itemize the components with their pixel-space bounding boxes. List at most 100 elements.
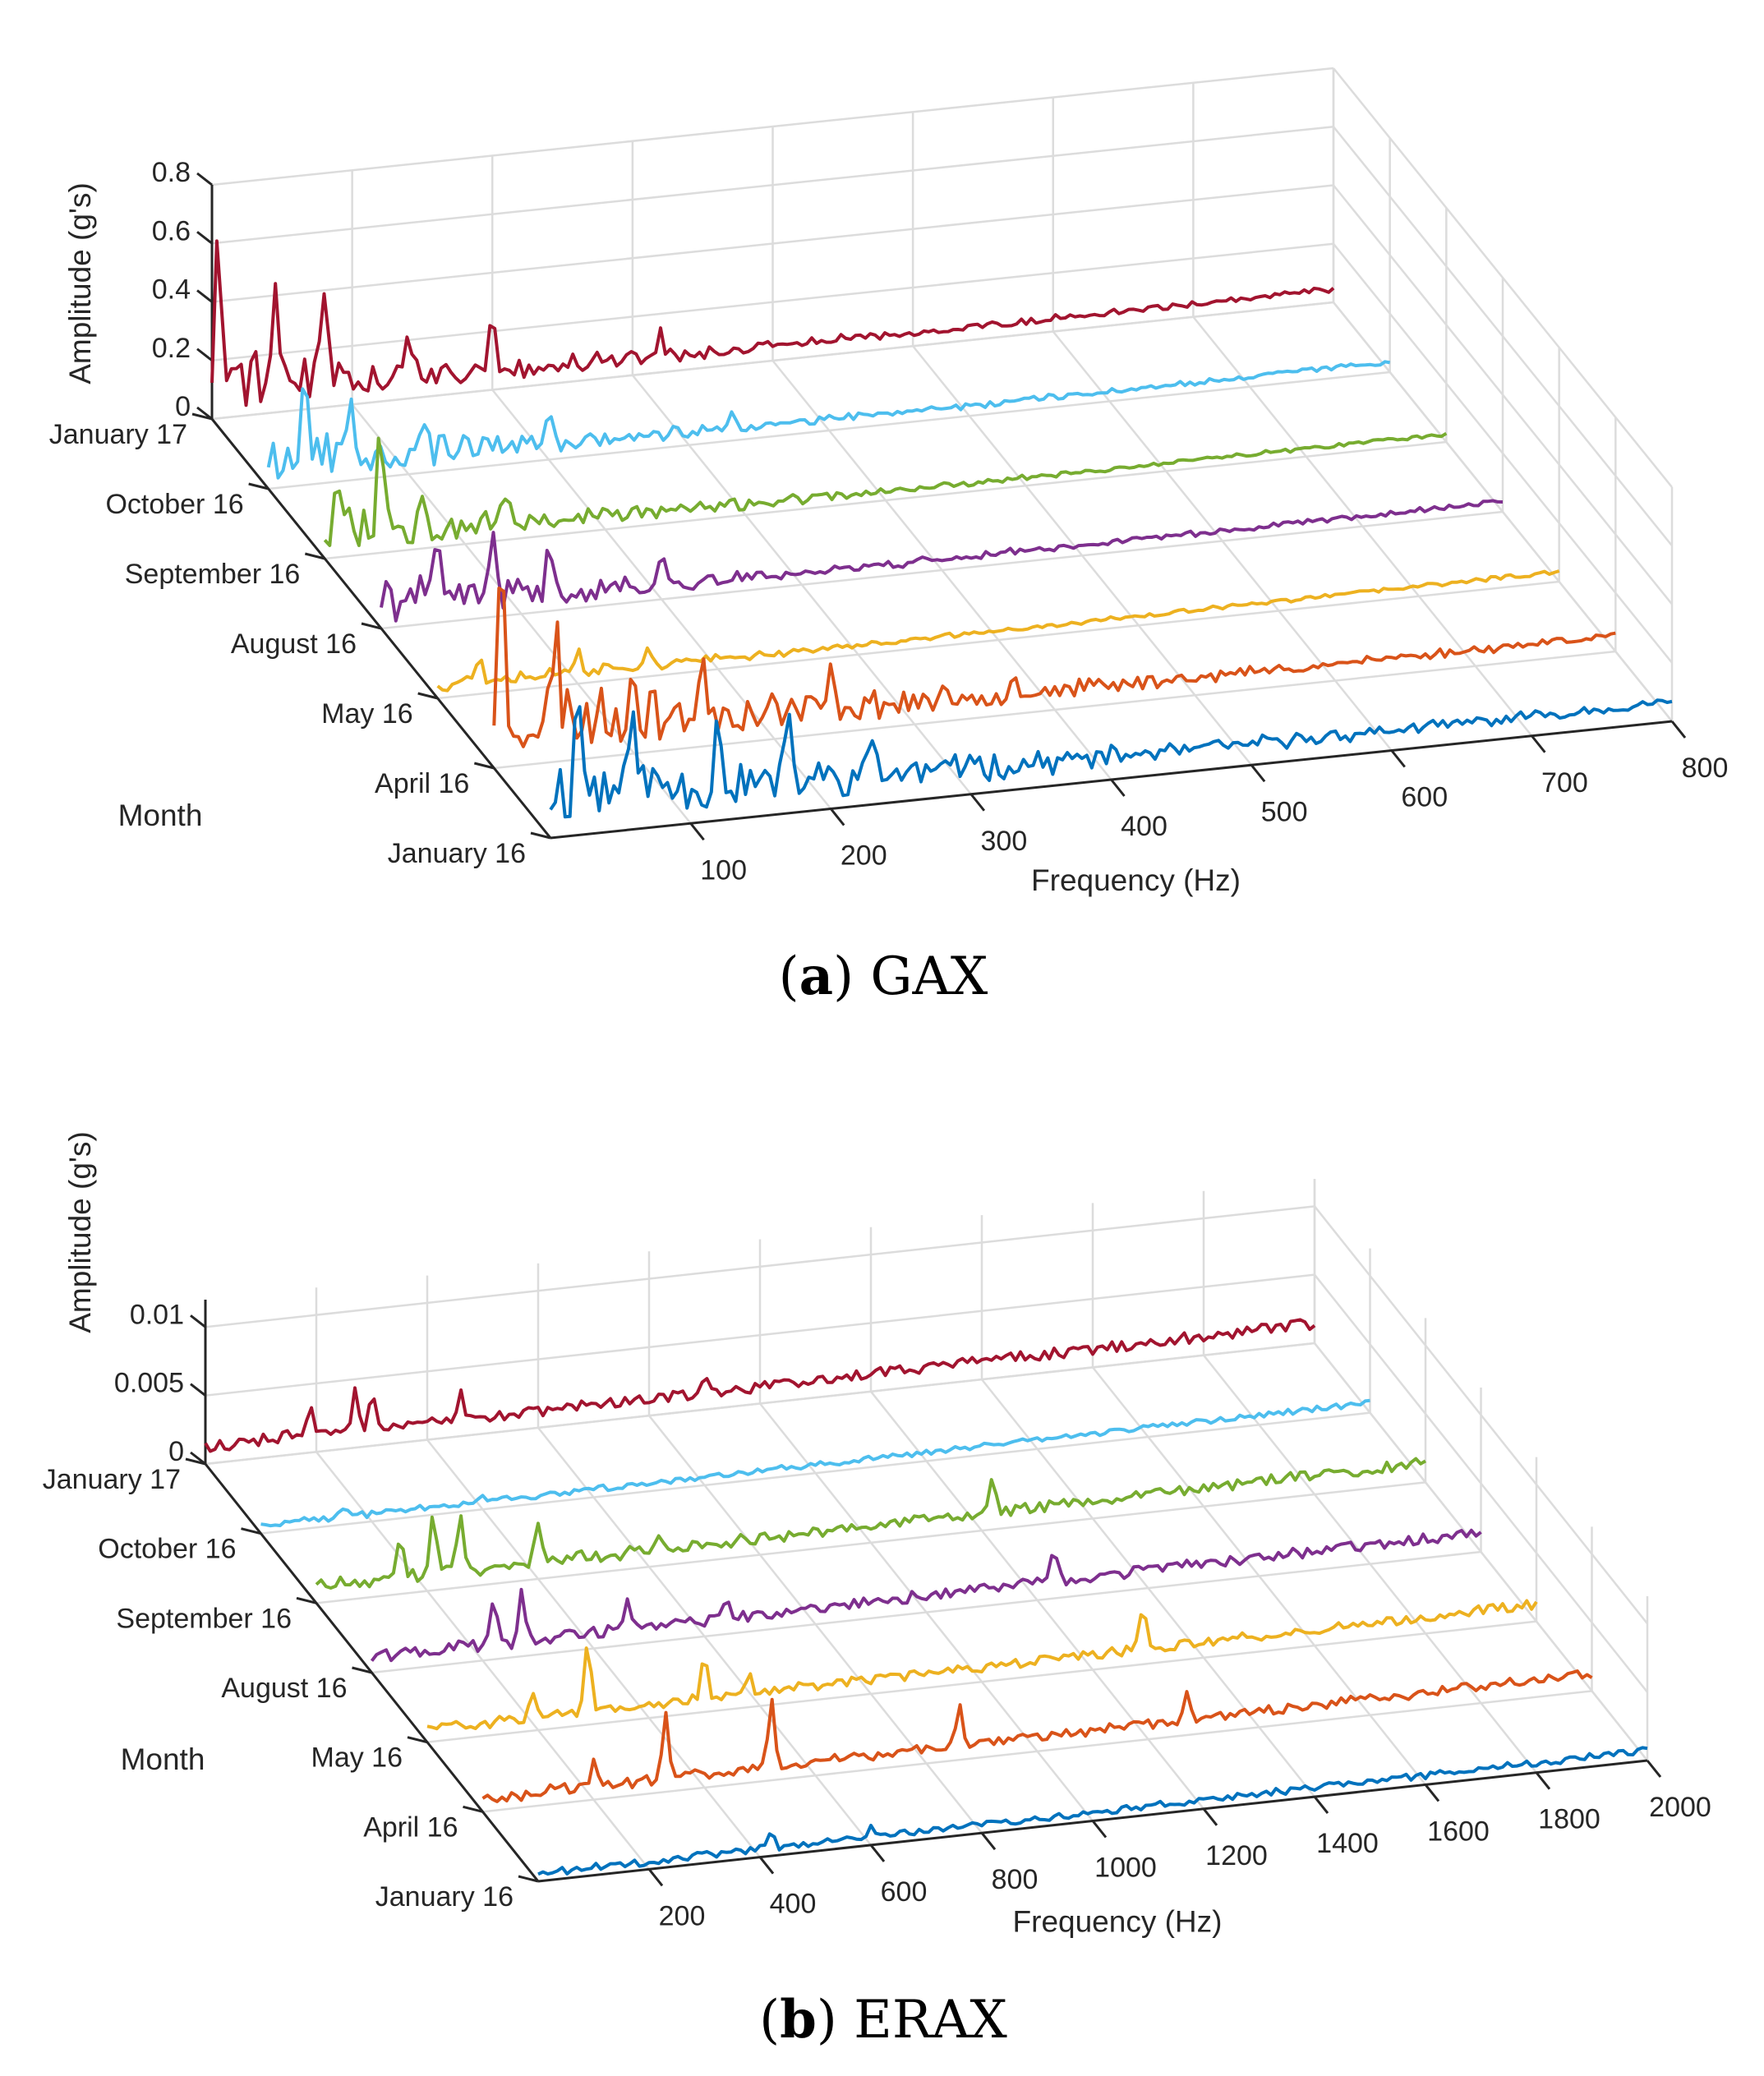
back-wall-grid-line xyxy=(211,184,1334,303)
x-tick-label: 400 xyxy=(1121,811,1168,842)
caption-title: GAX xyxy=(870,946,988,1007)
x-tick-mark xyxy=(869,1844,886,1862)
month-tick-label: May 16 xyxy=(311,1742,403,1774)
month-tick-mark xyxy=(296,1596,317,1604)
month-tick-label: January 17 xyxy=(43,1464,181,1495)
x-tick-label: 800 xyxy=(992,1864,1039,1895)
floor-grid-line xyxy=(426,1620,1537,1743)
x-tick-label: 600 xyxy=(881,1876,928,1908)
x-tick-label: 700 xyxy=(1541,767,1588,799)
month-tick-label: September 16 xyxy=(116,1603,292,1634)
month-tick-label: October 16 xyxy=(105,489,243,520)
month-tick-mark xyxy=(407,1736,428,1744)
z-tick-label: 0.01 xyxy=(130,1299,184,1330)
x-tick-label: 1400 xyxy=(1316,1828,1379,1859)
caption-title: ERAX xyxy=(854,1990,1007,2051)
month-tick-mark xyxy=(473,762,495,770)
tick-labels: 100 200 300 400 500 600 700 800 January 16 April … xyxy=(49,157,1729,886)
month-tick-label: October 16 xyxy=(98,1534,236,1565)
side-wall-grid-line xyxy=(1314,1342,1648,1761)
z-axis-label: Amplitude (g's) xyxy=(63,182,97,384)
month-tick-mark xyxy=(352,1666,372,1674)
tick-labels: 200 400 600 800 1000 1200 1400 1600 1800 2000 Janu… xyxy=(43,1299,1711,1931)
x-tick-mark xyxy=(647,1868,664,1887)
series-line-may-16 xyxy=(436,569,1560,693)
x-tick-mark xyxy=(1110,779,1126,797)
x-tick-mark xyxy=(1091,1820,1108,1839)
series-line-april-16 xyxy=(481,1669,1593,1803)
side-wall-grid-line xyxy=(1333,242,1673,664)
month-tick-label: August 16 xyxy=(231,628,357,660)
x-tick-mark xyxy=(1531,734,1546,753)
side-wall-grid-line xyxy=(1333,302,1673,722)
month-tick-mark xyxy=(417,692,439,700)
series-line-january-16 xyxy=(549,698,1673,819)
series-line-october-16 xyxy=(266,360,1391,480)
x-tick-label: 400 xyxy=(770,1889,817,1920)
x-tick-mark xyxy=(1670,720,1687,739)
z-tick-mark xyxy=(196,348,213,361)
month-tick-mark xyxy=(463,1805,483,1813)
floor-grid-line xyxy=(494,650,1616,770)
month-axis-label: Month xyxy=(121,1742,205,1776)
z-tick-mark xyxy=(196,406,213,421)
caption-letter: b xyxy=(780,1989,817,2051)
floor-grid-line xyxy=(260,1411,1370,1535)
axes xyxy=(210,185,1673,840)
z-tick-label: 0 xyxy=(175,391,191,422)
series-line-september-16 xyxy=(323,431,1448,547)
x-tick-mark xyxy=(1646,1760,1662,1778)
z-tick-mark xyxy=(196,289,213,303)
x-tick-label: 500 xyxy=(1261,796,1308,827)
x-tick-mark xyxy=(980,1832,997,1851)
panel-erax: 200 400 600 800 1000 1200 1400 1600 1800 2000 Janu… xyxy=(0,1043,1764,2076)
panel-caption: (b) ERAX xyxy=(759,1989,1007,2051)
floor-grid-line xyxy=(437,580,1559,700)
back-wall-grid-line xyxy=(205,1205,1315,1328)
series-lines xyxy=(204,1318,1648,1876)
floor-grid-line xyxy=(315,1481,1426,1604)
x-tick-label: 800 xyxy=(1682,753,1729,784)
side-wall-grid-line xyxy=(1333,67,1673,488)
month-tick-mark xyxy=(530,831,551,840)
x-tick-label: 600 xyxy=(1401,782,1448,813)
back-wall-grid-line xyxy=(205,1273,1315,1397)
x-tick-label: 300 xyxy=(981,826,1028,857)
x-axis-label: Frequency (Hz) xyxy=(1013,1905,1223,1939)
series-line-september-16 xyxy=(315,1457,1426,1590)
series-line-august-16 xyxy=(380,499,1504,623)
x-tick-label: 1200 xyxy=(1205,1840,1268,1871)
x-tick-mark xyxy=(1424,1784,1440,1802)
month-tick-mark xyxy=(361,622,382,630)
axes xyxy=(204,1300,1648,1883)
x-tick-label: 100 xyxy=(700,854,747,886)
side-wall-grid-line xyxy=(1333,184,1673,605)
series-line-august-16 xyxy=(370,1528,1482,1663)
back-wall-grid-line xyxy=(211,301,1334,421)
series-line-october-16 xyxy=(260,1398,1370,1528)
x-tick-label: 200 xyxy=(659,1900,706,1931)
x-tick-label: 1800 xyxy=(1538,1804,1600,1835)
z-tick-label: 0.8 xyxy=(152,157,191,188)
z-tick-mark xyxy=(190,1314,206,1328)
x-tick-mark xyxy=(1535,1771,1551,1790)
series-lines xyxy=(210,239,1673,819)
series-line-january-17 xyxy=(210,239,1335,407)
z-tick-label: 0.005 xyxy=(114,1368,184,1399)
x-axis-label: Frequency (Hz) xyxy=(1031,863,1241,897)
x-tick-mark xyxy=(1202,1807,1218,1826)
series-line-january-16 xyxy=(537,1746,1648,1876)
floor-grid-line xyxy=(325,440,1447,560)
grid xyxy=(204,1179,1649,1883)
side-wall-grid-line xyxy=(1314,1205,1648,1625)
x-tick-mark xyxy=(1313,1796,1329,1815)
caption-close-paren: ) xyxy=(833,946,870,1007)
month-tick-label: September 16 xyxy=(125,559,301,590)
month-tick-mark xyxy=(185,1457,206,1466)
x-tick-label: 1000 xyxy=(1094,1853,1157,1884)
z-axis-label: Amplitude (g's) xyxy=(63,1131,97,1333)
z-tick-mark xyxy=(190,1383,206,1397)
back-wall-grid-line xyxy=(211,67,1334,186)
z-tick-mark xyxy=(196,172,213,186)
back-wall-grid-line xyxy=(205,1342,1315,1466)
